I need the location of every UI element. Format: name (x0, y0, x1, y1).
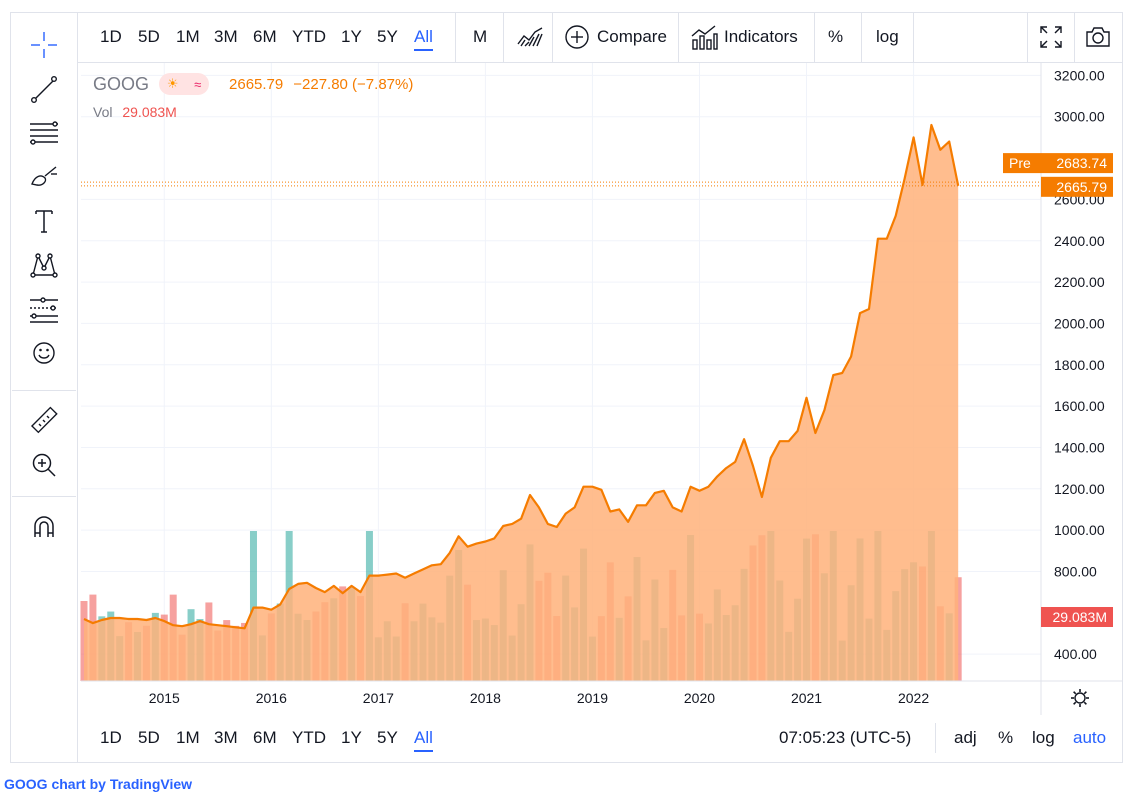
adj-toggle[interactable]: adj (954, 728, 977, 747)
x-tick-label: 2017 (363, 690, 394, 706)
top-toolbar: 1D 5D 1M 3M 6M YTD 1Y 5Y All M Compare I… (78, 12, 1123, 63)
volume-label: Vol (93, 104, 113, 120)
x-tick-label: 2018 (470, 690, 501, 706)
settings-gear-icon[interactable] (1071, 689, 1089, 707)
interval-button[interactable]: M (473, 27, 488, 46)
zoom-in-icon[interactable] (27, 448, 61, 482)
emoji-icon[interactable] (27, 336, 61, 370)
range-ytd-button[interactable]: YTD (292, 27, 326, 46)
bottom-range-6m-button[interactable]: 6M (253, 728, 277, 747)
compare-button[interactable]: Compare (597, 27, 667, 46)
volume-bar (249, 531, 257, 681)
volume-tag: 29.083M (1053, 609, 1107, 625)
x-tick-label: 2021 (791, 690, 822, 706)
x-tick-label: 2019 (577, 690, 608, 706)
add-circle-icon[interactable] (562, 22, 592, 52)
forecast-icon[interactable] (27, 292, 61, 326)
y-tick-label: 1400.00 (1054, 439, 1105, 455)
y-tick-label: 1600.00 (1054, 398, 1105, 414)
y-tick-label: 3000.00 (1054, 109, 1105, 125)
x-tick-label: 2022 (898, 690, 929, 706)
delayed-data-icon: ≈ (194, 76, 202, 92)
fullscreen-icon[interactable] (1036, 22, 1066, 52)
chart-legend: GOOG ☀ ≈ 2665.79 −227.80 (−7.87%) (93, 72, 413, 96)
y-tick-label: 1000.00 (1054, 522, 1105, 538)
range-1y-button[interactable]: 1Y (341, 27, 362, 46)
fib-retracement-icon[interactable] (27, 116, 61, 150)
y-tick-label: 3200.00 (1054, 67, 1105, 83)
log-toggle[interactable]: log (876, 27, 899, 46)
range-5y-button[interactable]: 5Y (377, 27, 398, 46)
last-price-value: 2665.79 (229, 75, 284, 93)
price-change-value: −227.80 (−7.87%) (293, 75, 414, 93)
volume-legend: Vol 29.083M (93, 104, 177, 120)
tradingview-credit[interactable]: GOOG chart by TradingView (4, 776, 192, 792)
bottom-range-1m-button[interactable]: 1M (176, 728, 200, 747)
bottom-toolbar: 1D 5D 1M 3M 6M YTD 1Y 5Y All 07:05:23 (U… (78, 715, 1123, 762)
bottom-range-3m-button[interactable]: 3M (214, 728, 238, 747)
volume-tag-bg (1041, 607, 1113, 627)
auto-scale-toggle[interactable]: auto (1073, 728, 1107, 747)
pre-tag-bg (1003, 153, 1113, 174)
y-tick-label: 1800.00 (1054, 357, 1105, 373)
pattern-icon[interactable] (27, 248, 61, 282)
range-all-button[interactable]: All (414, 12, 433, 62)
y-tick-label: 2000.00 (1054, 315, 1105, 331)
y-tick-label: 2200.00 (1054, 274, 1105, 290)
bottom-log-toggle[interactable]: log (1032, 728, 1055, 747)
range-6m-button[interactable]: 6M (253, 27, 277, 46)
chart-style-area-icon[interactable] (515, 22, 545, 52)
x-tick-label: 2020 (684, 690, 715, 706)
drawing-toolbar (10, 12, 78, 763)
indicators-icon[interactable] (689, 22, 719, 52)
range-5d-button[interactable]: 5D (138, 27, 160, 46)
volume-value: 29.083M (122, 104, 177, 120)
bottom-range-1y-button[interactable]: 1Y (341, 728, 362, 747)
credit-by: by (89, 776, 106, 792)
bottom-range-1d-button[interactable]: 1D (100, 728, 122, 747)
credit-symbol: GOOG chart (4, 776, 86, 792)
bottom-percent-toggle[interactable]: % (998, 728, 1014, 747)
range-1m-button[interactable]: 1M (176, 27, 200, 46)
bottom-range-all-button[interactable]: All (414, 715, 433, 761)
x-tick-label: 2016 (256, 690, 287, 706)
clock-time[interactable]: 07:05:23 (UTC-5) (779, 728, 912, 747)
last-price-tag-bg (1041, 176, 1113, 197)
y-tick-label: 2400.00 (1054, 233, 1105, 249)
y-tick-label: 1200.00 (1054, 481, 1105, 497)
percent-toggle[interactable]: % (828, 27, 844, 46)
magnet-icon[interactable] (27, 510, 61, 544)
sun-icon: ☀ (166, 76, 179, 91)
crosshair-icon[interactable] (27, 28, 61, 62)
symbol-name[interactable]: GOOG (93, 73, 150, 94)
bottom-range-ytd-button[interactable]: YTD (292, 728, 326, 747)
last-price-tag: 2665.79 (1056, 179, 1107, 195)
price-line (83, 123, 960, 630)
brush-icon[interactable] (27, 160, 61, 194)
range-1d-button[interactable]: 1D (100, 27, 122, 46)
trend-line-icon[interactable] (27, 72, 61, 106)
bottom-range-5d-button[interactable]: 5D (138, 728, 160, 747)
text-icon[interactable] (27, 204, 61, 238)
y-tick-label: 400.00 (1054, 646, 1097, 662)
camera-icon[interactable] (1083, 22, 1113, 52)
market-status-badge[interactable]: ☀ ≈ (159, 73, 210, 95)
y-tick-label: 800.00 (1054, 563, 1097, 579)
chart-frame (10, 12, 1123, 763)
x-tick-label: 2015 (149, 690, 180, 706)
credit-brand: TradingView (109, 776, 193, 792)
indicators-button[interactable]: Indicators (724, 27, 798, 46)
pre-tag-label: Pre (1009, 155, 1031, 171)
price-area-fill (84, 125, 959, 681)
range-3m-button[interactable]: 3M (214, 27, 238, 46)
ruler-icon[interactable] (27, 404, 61, 438)
pre-tag-price: 2683.74 (1056, 155, 1107, 171)
bottom-range-5y-button[interactable]: 5Y (377, 728, 398, 747)
